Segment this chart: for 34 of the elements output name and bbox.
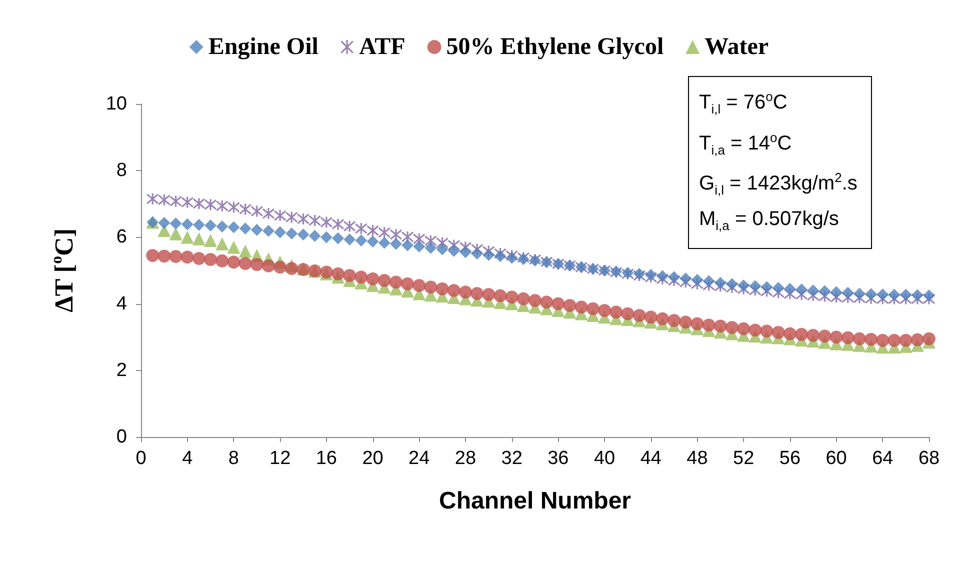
- y-tick-label: 2: [116, 360, 127, 381]
- x-tick-label: 56: [779, 448, 801, 469]
- annotation: T$_{i,l}$ = 76$^{o}$C: [699, 88, 788, 119]
- y-tick-label: 4: [116, 293, 128, 314]
- x-tick-label: 12: [269, 448, 291, 469]
- x-axis-title: Channel Number: [438, 488, 632, 514]
- legend-label: Water: [704, 34, 769, 60]
- x-tick-label: 24: [408, 448, 430, 469]
- legend-label: Engine Oil: [208, 34, 319, 60]
- x-tick-label: 28: [454, 448, 476, 469]
- y-tick-label: 6: [116, 226, 127, 248]
- annotation: T$_{i,a}$ = 14$^{o}$C: [699, 128, 793, 160]
- x-tick-label: 32: [501, 448, 522, 469]
- annotation: M$_{i,a}$ = 0.507kg/s: [699, 206, 840, 235]
- x-tick-label: 48: [686, 448, 708, 469]
- x-tick-label: 68: [918, 448, 940, 469]
- x-tick-label: 64: [872, 448, 894, 469]
- x-tick-label: 36: [548, 448, 569, 469]
- x-tick-label: 4: [182, 448, 194, 469]
- y-tick-label: 8: [116, 160, 127, 182]
- annotation: G$_{i,l}$ = 1423kg/m$^{2}$.s: [699, 169, 858, 200]
- x-tick-label: 0: [136, 448, 146, 469]
- x-tick-label: 8: [228, 448, 239, 469]
- legend-label: ATF: [359, 34, 406, 60]
- y-tick-label: 10: [106, 94, 127, 114]
- x-tick-label: 44: [640, 448, 662, 469]
- x-tick-label: 52: [733, 448, 754, 469]
- x-tick-label: 60: [826, 448, 847, 469]
- x-tick-label: 20: [362, 448, 384, 469]
- y-tick-label: 0: [116, 426, 127, 448]
- x-tick-label: 40: [594, 448, 616, 469]
- y-axis-title: ΔT [oC]: [48, 228, 78, 312]
- x-tick-label: 16: [316, 448, 337, 469]
- legend-label: 50% Ethylene Glycol: [446, 34, 664, 60]
